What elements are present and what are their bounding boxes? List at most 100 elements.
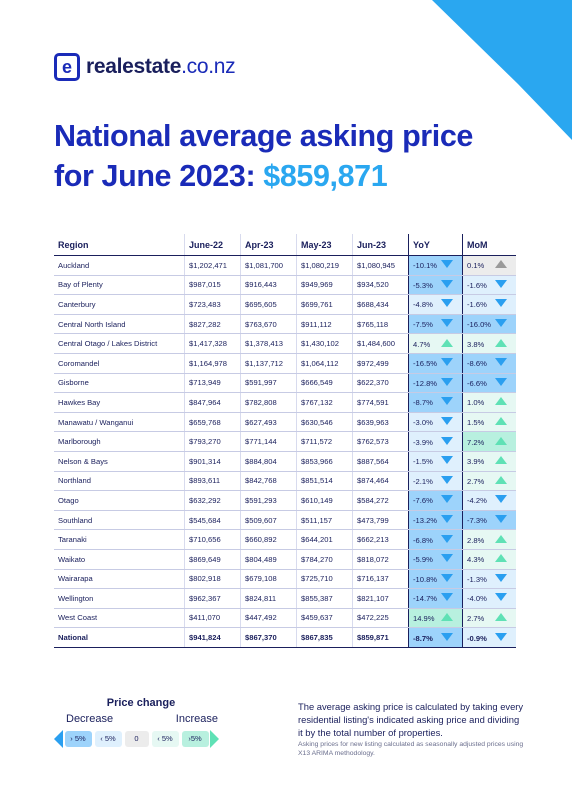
- down-arrow-icon: [441, 319, 453, 328]
- region-cell: Bay of Plenty: [54, 275, 185, 296]
- mom-value: -1.3%: [467, 574, 487, 584]
- increase-arrow-icon: [210, 730, 219, 748]
- yoy-cell: -8.7%: [408, 392, 463, 413]
- price-cell-may23: $666,549: [296, 373, 353, 394]
- legend-scale: › 5% ‹ 5% 0 ‹ 5% ›5%: [54, 730, 224, 748]
- up-arrow-icon: [495, 338, 507, 347]
- price-cell-may23: $459,637: [296, 608, 353, 629]
- up-arrow-icon: [441, 338, 453, 347]
- legend-title: Price change: [106, 697, 176, 709]
- price-cell-jun22: $802,918: [184, 569, 241, 590]
- title-line-2: for June 2023: $859,871: [54, 156, 524, 196]
- yoy-cell: 14.9%: [408, 608, 463, 629]
- region-cell: Marlborough: [54, 431, 185, 452]
- mom-cell: 2.8%: [462, 529, 516, 550]
- yoy-cell: -5.9%: [408, 549, 463, 570]
- down-arrow-icon: [441, 417, 453, 426]
- mom-cell: -0.9%: [462, 627, 516, 648]
- yoy-value: -3.9%: [413, 437, 433, 447]
- price-cell-may23: $767,132: [296, 392, 353, 413]
- yoy-value: -5.3%: [413, 280, 433, 290]
- price-cell-jun22: $847,964: [184, 392, 241, 413]
- price-cell-may23: $610,149: [296, 490, 353, 511]
- price-cell-jun23: $765,118: [352, 314, 409, 335]
- col-header-apr-23: Apr-23: [240, 234, 297, 256]
- price-cell-jun23: $874,464: [352, 471, 409, 492]
- yoy-value: 14.9%: [413, 613, 435, 623]
- legend-chip-strong-increase: ›5%: [181, 731, 209, 747]
- yoy-value: -3.0%: [413, 418, 433, 428]
- col-header-region: Region: [54, 234, 185, 256]
- down-arrow-icon: [441, 358, 453, 367]
- up-arrow-icon: [441, 612, 453, 621]
- national-average-amount: $859,871: [263, 159, 388, 193]
- up-arrow-icon: [495, 456, 507, 465]
- mom-value: 2.7%: [467, 476, 485, 486]
- table-row: Taranaki $710,656 $660,892 $644,201 $662,213…: [54, 529, 516, 550]
- price-cell-jun23: $639,963: [352, 412, 409, 433]
- yoy-cell: -2.1%: [408, 471, 463, 492]
- down-arrow-icon: [495, 279, 507, 288]
- price-change-legend: Price change Decrease Increase › 5% ‹ 5%…: [54, 697, 224, 748]
- yoy-value: -13.2%: [413, 516, 438, 526]
- mom-value: 7.2%: [467, 437, 485, 447]
- down-arrow-icon: [495, 377, 507, 386]
- mom-cell: 3.8%: [462, 333, 516, 354]
- yoy-value: -6.8%: [413, 535, 433, 545]
- methodology-note: The average asking price is calculated b…: [298, 701, 524, 738]
- price-cell-may23: $644,201: [296, 529, 353, 550]
- price-cell-may23: $851,514: [296, 471, 353, 492]
- mom-value: -7.3%: [467, 516, 487, 526]
- table-row: Canterbury $723,483 $695,605 $699,761 $688,4…: [54, 294, 516, 315]
- table-row: Waikato $869,649 $804,489 $784,270 $818,072-…: [54, 549, 516, 570]
- price-cell-apr23: $884,804: [240, 451, 297, 472]
- mom-value: 1.0%: [467, 398, 485, 408]
- down-arrow-icon: [441, 377, 453, 386]
- up-arrow-icon: [495, 612, 507, 621]
- col-header-jun-23: Jun-23: [352, 234, 409, 256]
- yoy-value: -10.1%: [413, 261, 438, 271]
- mom-cell: -1.3%: [462, 569, 516, 590]
- realestate-logo[interactable]: e realestate.co.nz: [54, 53, 236, 81]
- logo-wordmark: realestate.co.nz: [86, 55, 236, 79]
- yoy-value: -10.8%: [413, 574, 438, 584]
- down-arrow-icon: [441, 515, 453, 524]
- down-arrow-icon: [441, 534, 453, 543]
- col-header-mom: MoM: [462, 234, 516, 256]
- price-cell-jun23: $584,272: [352, 490, 409, 511]
- region-cell: Auckland: [54, 255, 185, 276]
- down-arrow-icon: [441, 279, 453, 288]
- yoy-cell: -10.1%: [408, 255, 463, 276]
- region-cell: Manawatu / Wanganui: [54, 412, 185, 433]
- price-cell-apr23: $695,605: [240, 294, 297, 315]
- region-cell: Wairarapa: [54, 569, 185, 590]
- yoy-value: -1.5%: [413, 457, 433, 467]
- logo-name: realestate: [86, 55, 182, 78]
- price-cell-jun22: $710,656: [184, 529, 241, 550]
- mom-cell: 3.9%: [462, 451, 516, 472]
- yoy-cell: -16.5%: [408, 353, 463, 374]
- mom-cell: -7.3%: [462, 510, 516, 531]
- mom-value: -4.0%: [467, 594, 487, 604]
- table-row: Northland $893,611 $842,768 $851,514 $874,46…: [54, 471, 516, 492]
- price-cell-apr23: $771,144: [240, 431, 297, 452]
- table-row: Central North Island $827,282 $763,670 $911…: [54, 314, 516, 335]
- logo-mark-icon: e: [54, 53, 80, 81]
- price-cell-may23: $911,112: [296, 314, 353, 335]
- price-cell-apr23: $679,108: [240, 569, 297, 590]
- up-arrow-icon: [495, 554, 507, 563]
- up-arrow-icon: [495, 417, 507, 426]
- price-cell-may23: $1,080,219: [296, 255, 353, 276]
- down-arrow-icon: [495, 495, 507, 504]
- down-arrow-icon: [441, 397, 453, 406]
- price-cell-may23: $699,761: [296, 294, 353, 315]
- up-arrow-icon: [495, 475, 507, 484]
- table-row: Bay of Plenty $987,015 $916,443 $949,969 $93…: [54, 275, 516, 296]
- mom-value: -1.6%: [467, 300, 487, 310]
- price-cell-jun23: $716,137: [352, 569, 409, 590]
- price-cell-jun22: $869,649: [184, 549, 241, 570]
- mom-value: 1.5%: [467, 418, 485, 428]
- price-cell-jun23: $934,520: [352, 275, 409, 296]
- price-cell-jun23: $818,072: [352, 549, 409, 570]
- table-row: Gisborne $713,949 $591,997 $666,549 $622,370…: [54, 373, 516, 394]
